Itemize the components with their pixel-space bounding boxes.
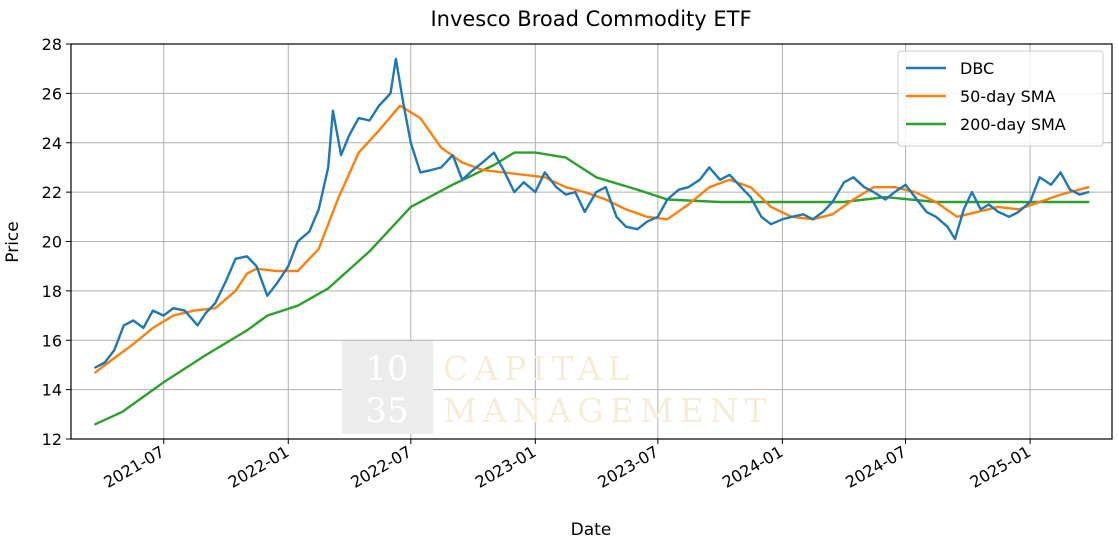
x-tick-label: 2024-01 bbox=[719, 442, 786, 492]
x-tick-label: 2023-07 bbox=[594, 442, 661, 492]
series-line-200-day-sma bbox=[94, 151, 1090, 426]
y-axis-label: Price bbox=[3, 221, 23, 262]
watermark-number-top: 10 bbox=[365, 349, 408, 389]
y-tick-label: 24 bbox=[42, 134, 62, 153]
legend-label: 200-day SMA bbox=[960, 115, 1066, 134]
y-tick-label: 20 bbox=[42, 233, 62, 252]
legend-label: DBC bbox=[960, 59, 994, 78]
x-tick-label: 2022-01 bbox=[225, 442, 292, 492]
y-tick-label: 16 bbox=[42, 331, 62, 350]
legend: DBC 50-day SMA 200-day SMA bbox=[897, 50, 1104, 147]
x-axis-label: Date bbox=[571, 520, 612, 540]
x-tick-label: 2021-07 bbox=[100, 442, 167, 492]
y-tick-label: 12 bbox=[42, 430, 62, 449]
x-axis: 2021-07 2022-01 2022-07 2023-01 2023-07 2024-… bbox=[100, 439, 1034, 492]
legend-box bbox=[897, 50, 1104, 147]
x-tick-label: 2025-01 bbox=[967, 442, 1034, 492]
series-line-dbc bbox=[94, 57, 1090, 369]
watermark-word-management: MANAGEMENT bbox=[443, 391, 773, 430]
watermark-number-bottom: 35 bbox=[365, 391, 408, 431]
watermark-box bbox=[342, 341, 433, 434]
y-tick-label: 28 bbox=[42, 35, 62, 54]
y-axis: 12 14 16 18 20 22 24 26 28 bbox=[42, 35, 71, 449]
watermark-word-capital: CAPITAL bbox=[443, 349, 635, 388]
y-tick-label: 26 bbox=[42, 84, 62, 103]
series-layer bbox=[94, 57, 1090, 426]
x-tick-label: 2024-07 bbox=[842, 442, 909, 492]
chart-title: Invesco Broad Commodity ETF bbox=[430, 7, 751, 31]
x-tick-label: 2022-07 bbox=[347, 442, 414, 492]
y-tick-label: 22 bbox=[42, 183, 62, 202]
x-tick-label: 2023-01 bbox=[472, 442, 539, 492]
y-tick-label: 18 bbox=[42, 282, 62, 301]
watermark-logo: 10 35 CAPITAL MANAGEMENT bbox=[342, 341, 773, 434]
y-tick-label: 14 bbox=[42, 381, 62, 400]
legend-label: 50-day SMA bbox=[960, 87, 1056, 106]
